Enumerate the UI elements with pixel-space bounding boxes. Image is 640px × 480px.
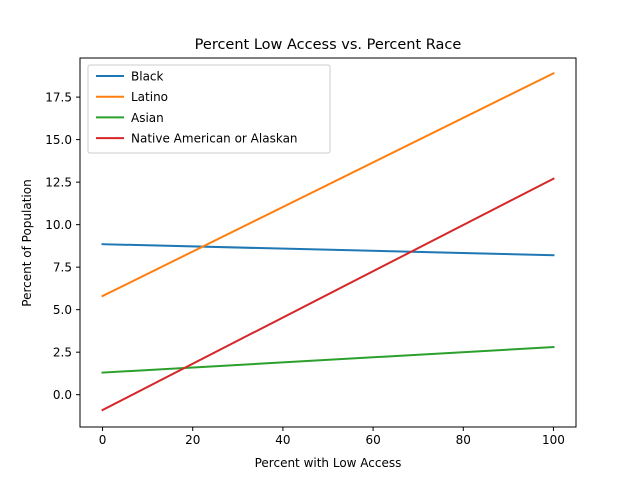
y-axis-ticks: 0.0 2.5 5.0 7.5 10.0 12.5 15.0 17.5 (45, 91, 80, 402)
x-tick-label: 20 (185, 433, 200, 447)
plot-area-frame (79, 57, 577, 428)
y-axis-label: Percent of Population (20, 179, 34, 306)
legend-label: Black (131, 70, 164, 84)
legend-label: Latino (131, 90, 168, 104)
x-tick-label: 60 (365, 433, 380, 447)
x-tick-label: 40 (275, 433, 290, 447)
chart-title: Percent Low Access vs. Percent Race (195, 37, 462, 53)
legend-label: Asian (131, 111, 164, 125)
y-tick-label: 17.5 (45, 91, 72, 105)
series-line-latino (101, 71, 555, 298)
series-layer (101, 71, 555, 412)
y-tick-label: 7.5 (53, 261, 72, 275)
legend: Black Latino Asian Native American or Alask… (87, 64, 331, 154)
x-tick-label: 0 (99, 433, 107, 447)
series-line-asian (101, 346, 555, 374)
x-axis-label: Percent with Low Access (255, 456, 402, 470)
y-tick-label: 5.0 (53, 303, 72, 317)
legend-items: Black Latino Asian Native American or Alask… (96, 70, 298, 146)
x-tick-label: 80 (456, 433, 471, 447)
y-tick-label: 10.0 (45, 218, 72, 232)
y-tick-label: 12.5 (45, 176, 72, 190)
y-tick-label: 2.5 (53, 346, 72, 360)
y-tick-label: 0.0 (53, 388, 72, 402)
x-axis-ticks: 0 20 40 60 80 100 (99, 427, 565, 447)
series-line-native-american-or-alaskan (101, 177, 555, 412)
series-line-black (101, 243, 555, 257)
legend-label: Native American or Alaskan (131, 132, 298, 146)
legend-box (87, 64, 331, 154)
x-tick-label: 100 (542, 433, 565, 447)
y-tick-label: 15.0 (45, 133, 72, 147)
